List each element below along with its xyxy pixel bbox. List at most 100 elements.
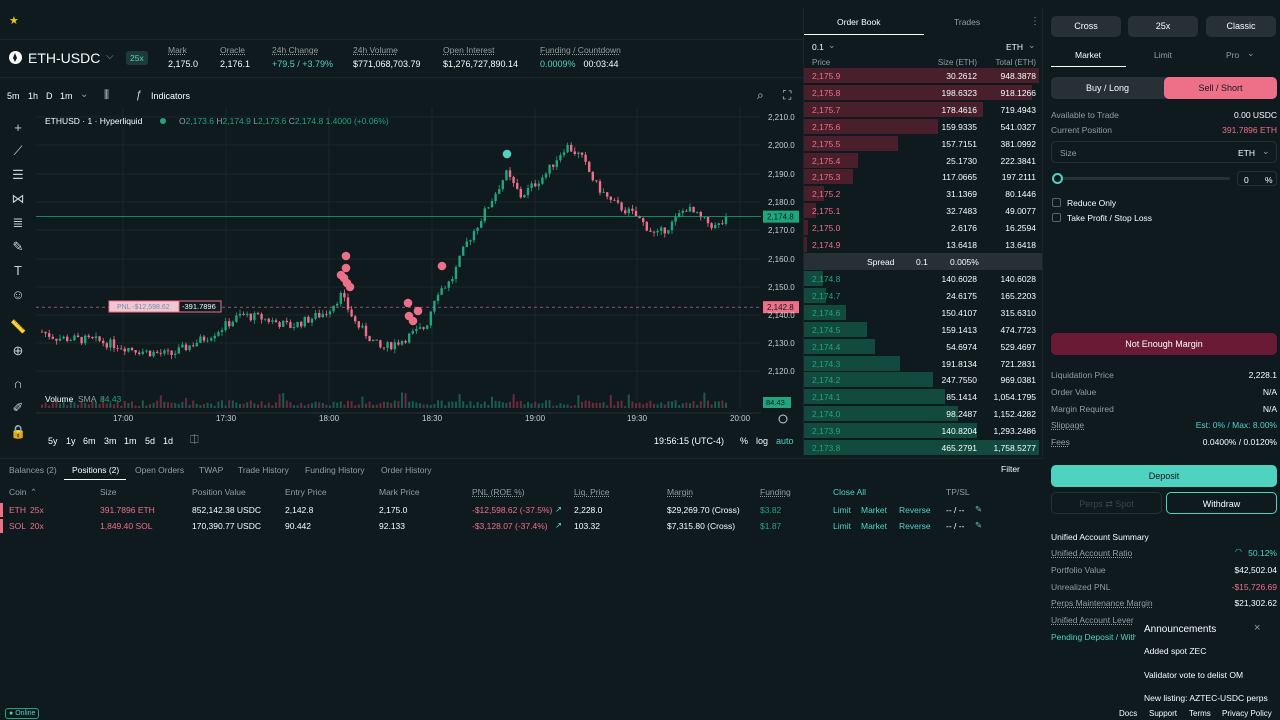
interval-5m[interactable]: 5m [7,91,20,101]
settings-icon[interactable] [778,414,788,424]
tpsl-checkbox[interactable] [1052,213,1061,222]
tab-3[interactable]: TWAP [199,465,224,475]
slider-handle[interactable] [1052,173,1063,184]
ruler-icon[interactable]: 📏 [10,319,27,334]
price-chart[interactable]: 2,174.8 2,142.8 PNL -$12,598.62 -391.7896 84… [36,108,803,458]
bid-row[interactable]: 2,174.5 159.1413 474.7723 [804,321,1042,338]
action-reverse[interactable]: Reverse [899,521,931,531]
ask-row[interactable]: 2,175.9 30.2612 948.3878 [804,67,1042,84]
tab-pro[interactable]: Pro [1226,50,1240,60]
chevron-down-icon[interactable]: ⌵ [106,51,114,62]
tab-4[interactable]: Trade History [238,465,289,475]
deposit-button[interactable]: Deposit [1051,465,1277,487]
indicators-icon[interactable]: ƒ [136,89,143,101]
tab-2[interactable]: Open Orders [135,465,185,475]
announcement-item[interactable]: Validator vote to delist OM [1144,670,1244,680]
reduce-only-checkbox[interactable] [1052,198,1061,207]
favorite-star-icon[interactable]: ★ [9,15,19,27]
sell-marker-icon[interactable] [408,316,418,326]
tab-6[interactable]: Order History [381,465,432,475]
sell-marker-icon[interactable] [336,270,346,280]
pattern-icon[interactable]: ⋈ [11,191,25,206]
action-limit[interactable]: Limit [833,521,851,531]
footer-link-privacy[interactable]: Privacy Policy [1222,709,1272,718]
range-5y[interactable]: 5y [48,436,58,446]
bid-row[interactable]: 2,174.4 54.6974 529.4697 [804,338,1042,355]
tab-5[interactable]: Funding History [305,465,365,475]
filter-button[interactable]: Filter [1001,464,1020,474]
zoom-in-icon[interactable]: ⊕ [12,343,24,358]
sell-short-button[interactable]: Sell / Short [1164,77,1277,99]
buy-long-button[interactable]: Buy / Long [1085,83,1130,93]
pro-chevron-icon[interactable]: ⌄ [1247,48,1255,58]
size-input[interactable]: Size ETH ⌄ [1051,141,1277,163]
tick-size-select[interactable]: 0.1 [812,42,824,52]
withdraw-button[interactable]: Withdraw [1166,492,1277,514]
sort-up-icon[interactable]: ⌃ [30,487,38,497]
range-1m[interactable]: 1m [124,436,137,446]
footer-link-support[interactable]: Support [1149,709,1178,718]
action-limit[interactable]: Limit [833,505,851,515]
col-9[interactable]: Close All [833,487,867,497]
candle-type-icon[interactable]: ⫼ [104,89,110,101]
leverage-button[interactable]: 25x [1128,16,1198,37]
bid-row[interactable]: 2,174.2 247.7550 969.0381 [804,371,1042,388]
submit-button[interactable]: Not Enough Margin [1051,333,1277,355]
tick-chevron-icon[interactable]: ⌄ [828,40,836,50]
footer-link-terms[interactable]: Terms [1189,709,1211,718]
close-icon[interactable]: × [1254,622,1261,634]
pending-deposit-link[interactable]: Pending Deposit / With [1051,632,1138,642]
ask-row[interactable]: 2,175.7 178.4616 719.4943 [804,101,1042,118]
share-icon[interactable]: ↗ [555,504,563,514]
bid-row[interactable]: 2,174.6 150.4107 315.6310 [804,304,1042,321]
size-tag[interactable] [178,300,222,313]
auto-toggle[interactable]: auto [776,436,794,446]
position-coin[interactable]: SOL 20x [9,521,44,531]
account-mode-button[interactable]: Classic [1206,16,1276,37]
range-5d[interactable]: 5d [145,436,156,446]
announcement-item[interactable]: Added spot ZEC [1144,646,1207,656]
size-unit[interactable]: ETH [1238,148,1255,158]
bid-row[interactable]: 2,174.0 98.2487 1,152.4282 [804,405,1042,422]
action-market[interactable]: Market [861,521,887,531]
zoom-icon[interactable]: ⌕ [757,88,764,102]
ask-row[interactable]: 2,175.1 32.7483 49.0077 [804,202,1042,219]
trendline-icon[interactable]: ⟋ [13,143,23,158]
size-slider[interactable] [1058,177,1230,180]
interval-dropdown-icon[interactable]: ⌄ [80,89,89,100]
indicators-button[interactable]: Indicators [151,91,191,101]
bid-row[interactable]: 2,174.8 140.6028 140.6028 [804,270,1042,287]
sell-marker-icon[interactable] [345,282,355,292]
ask-row[interactable]: 2,175.2 31.1369 80.1446 [804,185,1042,202]
ask-row[interactable]: 2,175.0 2.6176 16.2594 [804,219,1042,236]
percent-toggle[interactable]: % [740,436,749,446]
crosshair-icon[interactable]: + [14,120,22,135]
interval-1h[interactable]: 1h [28,91,39,101]
col-0[interactable]: Coin [9,487,27,497]
emoji-icon[interactable]: ☺ [11,287,25,302]
date-range-icon[interactable]: ⎅ [190,434,199,446]
lock-drawing-icon[interactable]: ✐ [12,400,24,415]
size-unit-chevron-icon[interactable]: ⌄ [1262,146,1270,156]
sell-marker-icon[interactable] [413,306,423,316]
action-market[interactable]: Market [861,505,887,515]
bid-row[interactable]: 2,173.9 140.8204 1,293.2486 [804,422,1042,439]
ask-row[interactable]: 2,175.4 25.1730 222.3841 [804,152,1042,169]
position-coin[interactable]: ETH 25x [9,505,44,515]
fib-icon[interactable]: ≣ [12,215,24,230]
action-reverse[interactable]: Reverse [899,505,931,515]
tab-market[interactable]: Market [1075,50,1101,60]
perps-spot-button[interactable]: Perps ⇄ Spot [1051,492,1162,514]
tab-trades[interactable]: Trades [954,17,981,27]
pair-selector[interactable]: ETH-USDC [28,50,101,66]
range-1y[interactable]: 1y [66,436,76,446]
interval-d[interactable]: D [46,91,53,101]
text-icon[interactable]: T [14,263,22,278]
bid-row[interactable]: 2,174.3 191.8134 721.2831 [804,355,1042,372]
log-toggle[interactable]: log [756,436,769,446]
bid-row[interactable]: 2,174.7 24.6175 165.2203 [804,287,1042,304]
sell-marker-icon[interactable] [341,263,351,273]
tab-order-book[interactable]: Order Book [837,17,881,27]
unit-chevron-icon[interactable]: ⌄ [1028,40,1036,50]
magnet-icon[interactable]: ∩ [13,376,23,391]
